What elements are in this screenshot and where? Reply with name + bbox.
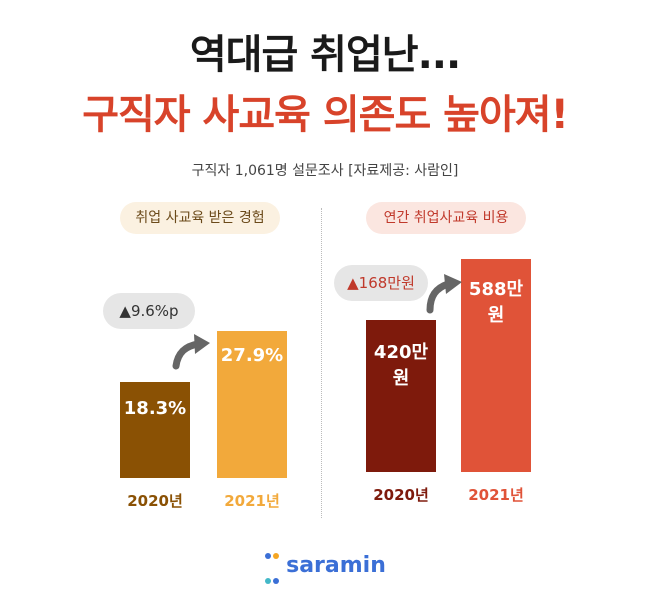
bar-right-2020 [366, 320, 436, 472]
right-chart-title: 연간 취업사교육 비용 [366, 202, 526, 234]
left-chart-title: 취업 사교육 받은 경험 [120, 202, 280, 234]
year-label-right-2020: 2020년 [373, 486, 429, 504]
bar-right-2021 [461, 259, 531, 472]
bar-left-2021 [217, 331, 287, 478]
title-line-2: 구직자 사교육 의존도 높아져! [82, 92, 569, 138]
logo-text: saramin [286, 553, 386, 578]
bar-right-2021-label: 588만원 [468, 279, 524, 326]
bar-right-2020-label: 420만원 [373, 342, 429, 389]
right-change-badge: ▲168만원 [334, 265, 428, 301]
bar-left-2020 [120, 382, 190, 478]
subtitle: 구직자 1,061명 설문조사 [자료제공: 사람인] [191, 163, 459, 179]
bar-left-2021-label: 27.9% [220, 345, 284, 366]
year-label-left-2021: 2021년 [224, 492, 280, 510]
title-line-1: 역대급 취업난... [189, 32, 461, 78]
chart-divider [321, 208, 322, 518]
left-up-arrow-icon [172, 334, 210, 370]
logo-dots-icon [264, 541, 280, 591]
year-label-right-2021: 2021년 [468, 486, 524, 504]
bar-left-2020-label: 18.3% [123, 398, 187, 419]
saramin-logo: saramin [0, 541, 650, 591]
year-label-left-2020: 2020년 [127, 492, 183, 510]
right-up-arrow-icon [426, 274, 462, 314]
left-change-badge: ▲9.6%p [103, 293, 195, 329]
